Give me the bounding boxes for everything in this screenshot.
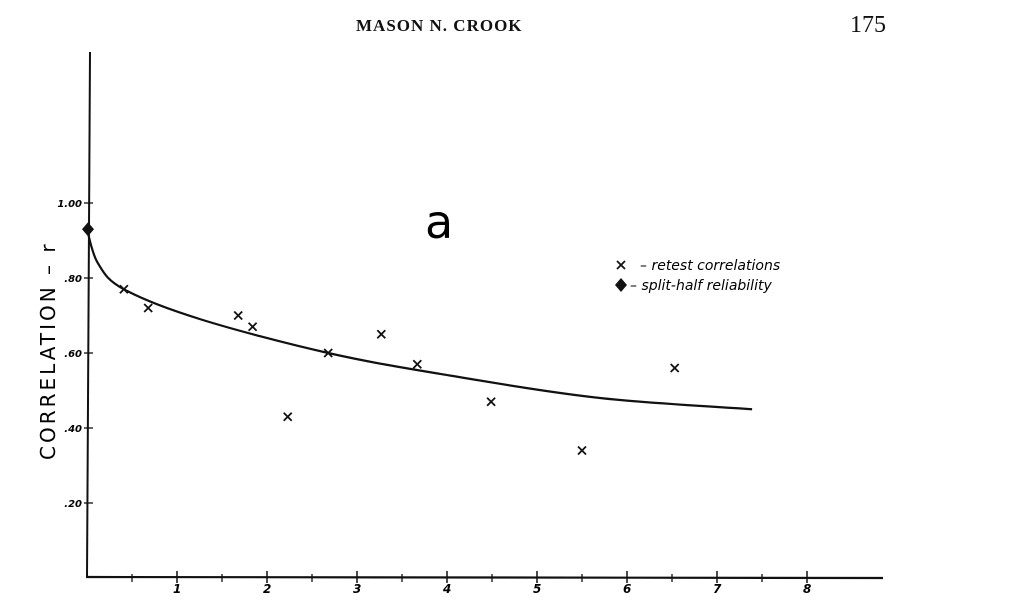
retest-point [412, 359, 422, 369]
running-head-author: MASON N. CROOK [356, 16, 523, 35]
x-stroke [143, 303, 153, 313]
x-stroke [323, 348, 333, 358]
y-tick-label: .20 [64, 499, 82, 510]
x-stroke [233, 310, 243, 321]
split-half-point [82, 222, 94, 237]
retest-point [670, 363, 680, 373]
y-axis-title: CORRELATION – r [36, 241, 60, 460]
retest-point [283, 412, 293, 422]
x-tick-label: 1 [173, 582, 181, 596]
y-tick-label: .40 [64, 424, 82, 435]
retest-point [486, 397, 496, 407]
retest-point [119, 284, 129, 294]
x-axis [85, 575, 884, 580]
x-tick-label: 3 [353, 582, 361, 596]
x-stroke [486, 397, 496, 407]
y-tick-label: .80 [64, 274, 82, 285]
x-tick-label: 8 [803, 582, 811, 596]
retest-point [233, 310, 243, 321]
legend-label-split-half: – split-half reliability [630, 278, 772, 294]
x-tick-label: 4 [442, 582, 451, 596]
x-tick-label: 7 [713, 582, 722, 596]
y-axis [86, 51, 91, 579]
legend-diamond-marker [615, 278, 627, 292]
x-tick-label: 6 [623, 582, 631, 596]
x-stroke [247, 322, 258, 332]
page-header: MASON N. CROOK 175 [0, 12, 1023, 42]
x-stroke [119, 284, 129, 294]
retest-point [247, 322, 258, 332]
retest-point [577, 445, 587, 456]
panel-label: a [425, 195, 453, 249]
legend: – retest correlations – split-half relia… [615, 258, 780, 294]
x-tick-label: 2 [263, 582, 271, 596]
legend-label-retest: – retest correlations [640, 258, 780, 274]
x-stroke [376, 329, 386, 339]
x-stroke [283, 412, 293, 422]
x-stroke [412, 359, 422, 369]
x-stroke [577, 445, 587, 456]
retest-point [323, 348, 333, 358]
x-stroke [670, 363, 680, 373]
retest-point [143, 303, 153, 313]
x-tick-label: 5 [533, 582, 541, 596]
page-number: 175 [850, 12, 886, 38]
fitted-curve [85, 228, 753, 411]
legend-x-marker [616, 260, 626, 270]
y-tick-label: .60 [64, 349, 82, 360]
y-tick-label: 1.00 [57, 199, 82, 210]
retest-point [376, 329, 386, 339]
